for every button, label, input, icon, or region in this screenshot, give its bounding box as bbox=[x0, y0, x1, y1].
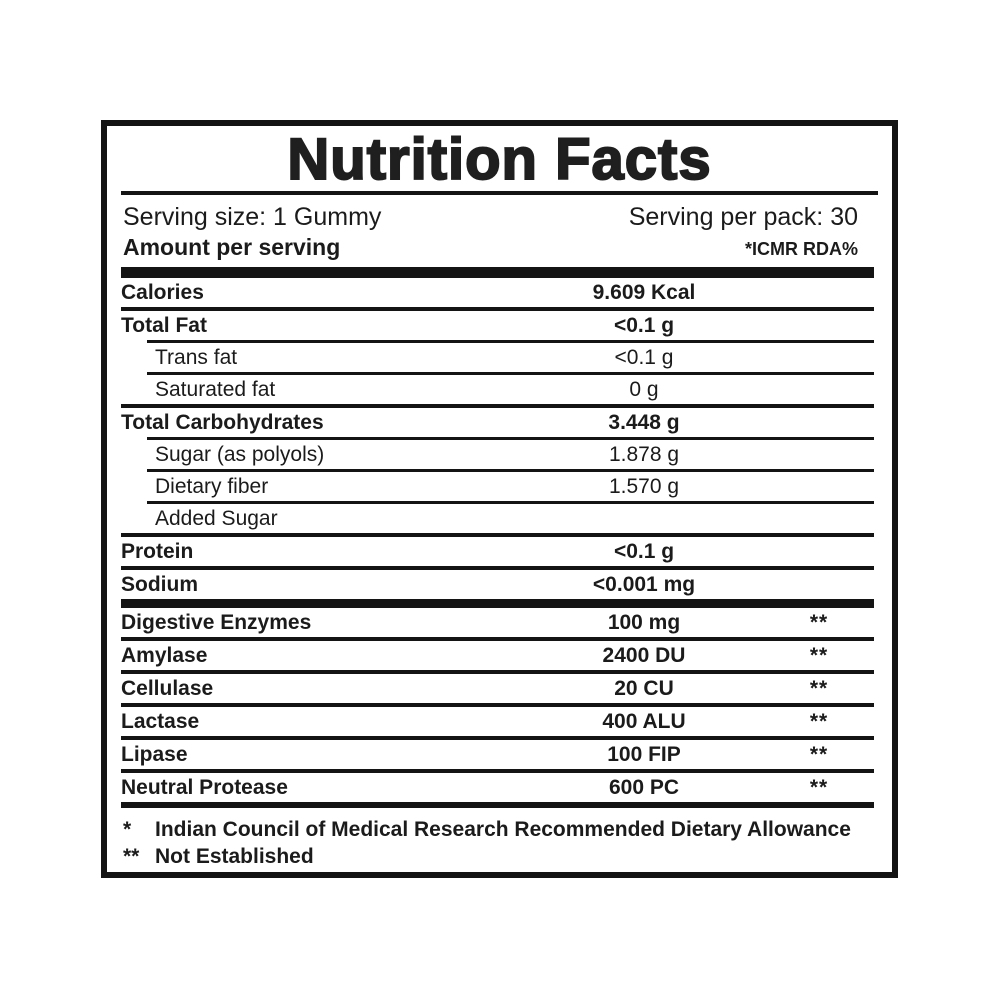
row-divider bbox=[121, 404, 874, 408]
nutrient-label: Total Fat bbox=[121, 313, 207, 337]
nutrient-label: Protein bbox=[121, 539, 194, 563]
nutrient-row-cellulase: Cellulase 20 CU ** bbox=[121, 674, 874, 703]
footnote-text: Not Established bbox=[155, 845, 314, 868]
nutrient-rda: ** bbox=[809, 643, 829, 667]
row-divider bbox=[121, 637, 874, 641]
nutrient-row-sodium: Sodium <0.001 mg bbox=[121, 570, 874, 599]
row-divider bbox=[121, 769, 874, 773]
row-divider-indented bbox=[147, 469, 874, 472]
row-divider bbox=[121, 533, 874, 537]
nutrient-row-calories: Calories 9.609 Kcal bbox=[121, 278, 874, 307]
nutrient-value: 600 PC bbox=[608, 775, 680, 799]
nutrient-value: 3.448 g bbox=[608, 410, 680, 434]
footnote-symbol: * bbox=[123, 818, 132, 841]
nutrient-label: Added Sugar bbox=[155, 506, 278, 530]
nutrient-label: Calories bbox=[121, 280, 204, 304]
nutrient-rda: ** bbox=[809, 709, 829, 733]
row-divider-indented bbox=[147, 372, 874, 375]
nutrient-value: 2400 DU bbox=[602, 643, 686, 667]
nutrient-rda: ** bbox=[809, 610, 829, 634]
nutrient-rda: ** bbox=[809, 775, 829, 799]
nutrient-label: Sodium bbox=[121, 572, 198, 596]
nutrient-rda: ** bbox=[809, 676, 829, 700]
serving-per-pack-text: Serving per pack: 30 bbox=[628, 203, 858, 231]
nutrient-value: 9.609 Kcal bbox=[592, 280, 696, 304]
amount-per-serving-label: Amount per serving bbox=[123, 234, 341, 260]
icmr-rda-header: *ICMR RDA% bbox=[744, 239, 858, 259]
nutrient-label: Digestive Enzymes bbox=[121, 610, 312, 634]
row-divider bbox=[121, 703, 874, 707]
title-divider bbox=[121, 191, 878, 195]
nutrient-row-amylase: Amylase 2400 DU ** bbox=[121, 641, 874, 670]
nutrient-value: 100 FIP bbox=[607, 742, 681, 766]
nutrient-row-lactase: Lactase 400 ALU ** bbox=[121, 707, 874, 736]
row-divider-indented bbox=[147, 501, 874, 504]
nutrient-value: 0 g bbox=[629, 377, 659, 401]
footnote-symbol: ** bbox=[123, 845, 140, 868]
nutrient-label: Lipase bbox=[121, 742, 188, 766]
row-divider bbox=[121, 736, 874, 740]
nutrient-row-trans-fat: Trans fat <0.1 g bbox=[121, 343, 874, 372]
nutrient-label: Total Carbohydrates bbox=[121, 410, 324, 434]
serving-size-text: Serving size: 1 Gummy bbox=[123, 203, 382, 231]
nutrient-label: Lactase bbox=[121, 709, 200, 733]
row-divider bbox=[121, 670, 874, 674]
nutrient-value: 1.878 g bbox=[608, 442, 680, 466]
nutrient-label: Neutral Protease bbox=[121, 775, 288, 799]
nutrient-row-dietary-fiber: Dietary fiber 1.570 g bbox=[121, 472, 874, 501]
row-divider bbox=[121, 566, 874, 570]
nutrient-value: 400 ALU bbox=[602, 709, 686, 733]
nutrient-rda: ** bbox=[809, 742, 829, 766]
footnotes: * Indian Council of Medical Research Rec… bbox=[107, 808, 892, 870]
thick-bar-top bbox=[121, 267, 874, 278]
nutrient-value: <0.1 g bbox=[613, 539, 675, 563]
nutrient-table: Calories 9.609 Kcal Total Fat <0.1 g Tra… bbox=[107, 267, 892, 808]
nutrient-value: 100 mg bbox=[607, 610, 681, 634]
nutrient-label: Sugar (as polyols) bbox=[155, 442, 325, 466]
footnote-text: Indian Council of Medical Research Recom… bbox=[155, 818, 851, 841]
nutrient-label: Dietary fiber bbox=[155, 474, 269, 498]
footnote-not-established: ** Not Established bbox=[123, 843, 878, 870]
nutrient-value: <0.1 g bbox=[613, 313, 675, 337]
nutrient-row-total-fat: Total Fat <0.1 g bbox=[121, 311, 874, 340]
row-divider-indented bbox=[147, 340, 874, 343]
nutrient-label: Trans fat bbox=[155, 345, 238, 369]
footnote-icmr: * Indian Council of Medical Research Rec… bbox=[123, 816, 878, 843]
nutrient-label: Saturated fat bbox=[155, 377, 276, 401]
nutrient-label: Amylase bbox=[121, 643, 208, 667]
thick-bar-middle bbox=[121, 599, 874, 608]
nutrient-row-added-sugar: Added Sugar bbox=[121, 504, 874, 533]
nutrient-value: <0.001 mg bbox=[592, 572, 696, 596]
thick-bar-bottom bbox=[121, 802, 874, 808]
nutrition-facts-label: Nutrition Facts Serving size: 1 Gummy Se… bbox=[101, 120, 898, 878]
row-divider-indented bbox=[147, 437, 874, 440]
nutrient-value: <0.1 g bbox=[614, 345, 674, 369]
label-title: Nutrition Facts bbox=[286, 127, 712, 192]
nutrient-row-protein: Protein <0.1 g bbox=[121, 537, 874, 566]
nutrient-row-sugar: Sugar (as polyols) 1.878 g bbox=[121, 440, 874, 469]
nutrient-value: 20 CU bbox=[614, 676, 674, 700]
nutrient-value: 1.570 g bbox=[608, 474, 680, 498]
nutrient-row-neutral-protease: Neutral Protease 600 PC ** bbox=[121, 773, 874, 802]
nutrient-row-saturated-fat: Saturated fat 0 g bbox=[121, 375, 874, 404]
row-divider bbox=[121, 307, 874, 311]
nutrient-row-lipase: Lipase 100 FIP ** bbox=[121, 740, 874, 769]
nutrient-row-digestive-enzymes: Digestive Enzymes 100 mg ** bbox=[121, 608, 874, 637]
nutrient-row-total-carbohydrates: Total Carbohydrates 3.448 g bbox=[121, 408, 874, 437]
nutrient-label: Cellulase bbox=[121, 676, 214, 700]
